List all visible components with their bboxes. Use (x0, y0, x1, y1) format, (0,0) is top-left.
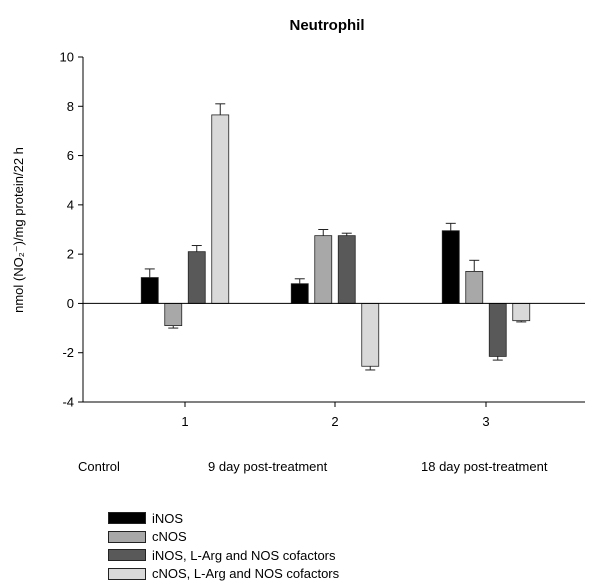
legend: iNOS cNOS iNOS, L-Arg and NOS cofactors … (108, 509, 339, 583)
y-tick-label: 2 (67, 247, 74, 262)
legend-label-inos: iNOS (152, 510, 184, 526)
bar (290, 283, 309, 304)
legend-swatch-cnos (108, 530, 146, 543)
chart-title: Neutrophil (290, 17, 365, 34)
legend-label-cnos: cNOS (152, 529, 187, 545)
legend-label-cnos-larg: cNOS, L-Arg and NOS cofactors (152, 566, 340, 582)
group-label-18-day: 18 day post-treatment (421, 459, 548, 474)
chart: Neutrophil nmol (NO₂⁻)/mg protein/22 h -… (11, 17, 585, 474)
group-label-control: Control (78, 459, 120, 474)
bar (211, 114, 230, 304)
bar (314, 235, 333, 304)
y-tick-label: -2 (62, 345, 74, 360)
bar (465, 270, 484, 304)
bar (187, 251, 206, 304)
bar (441, 230, 460, 304)
bar (488, 303, 507, 357)
bar (512, 303, 531, 322)
legend-swatch-inos (108, 512, 146, 525)
x-tick-label: 1 (181, 414, 188, 429)
y-tick-label: 10 (60, 50, 74, 65)
group-label-9-day: 9 day post-treatment (208, 459, 328, 474)
legend-swatch-inos-larg (108, 549, 146, 562)
legend-swatch-cnos-larg (108, 567, 146, 580)
legend-item-inos: iNOS (108, 509, 339, 528)
legend-item-inos-larg: iNOS, L-Arg and NOS cofactors (108, 546, 339, 565)
group-labels: Control 9 day post-treatment 18 day post… (78, 459, 548, 474)
y-axis-label: nmol (NO₂⁻)/mg protein/22 h (11, 147, 26, 313)
y-tick-label: 4 (67, 197, 74, 212)
legend-item-cnos: cNOS (108, 528, 339, 547)
y-tick-label: 6 (67, 148, 74, 163)
bar (337, 235, 356, 304)
bar (361, 303, 380, 367)
y-tick-label: 0 (67, 296, 74, 311)
x-tick-label: 2 (331, 414, 338, 429)
x-tick-label: 3 (482, 414, 489, 429)
bar (164, 303, 183, 327)
y-tick-label: 8 (67, 99, 74, 114)
bar (140, 277, 159, 304)
y-tick-label: -4 (62, 395, 74, 410)
legend-label-inos-larg: iNOS, L-Arg and NOS cofactors (152, 547, 336, 563)
legend-item-cnos-larg: cNOS, L-Arg and NOS cofactors (108, 565, 339, 584)
